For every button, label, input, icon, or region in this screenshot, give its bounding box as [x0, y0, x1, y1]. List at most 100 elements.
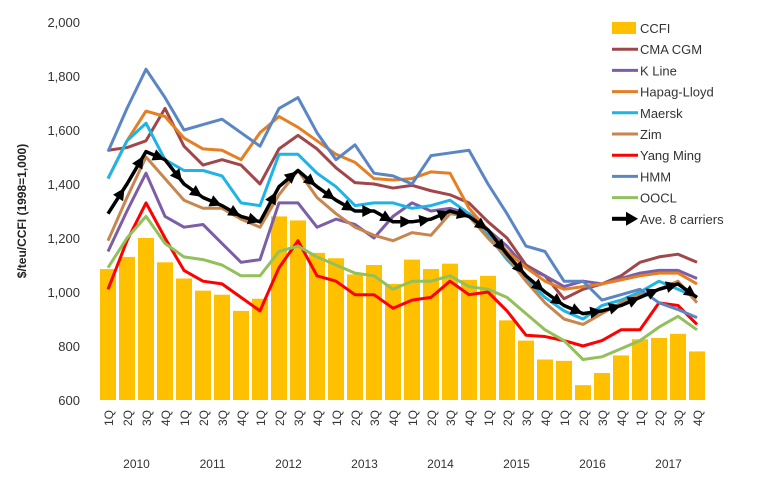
- arrow-marker: [321, 187, 336, 200]
- arrow-marker: [589, 306, 603, 319]
- arrow-marker: [418, 214, 432, 227]
- series-line-zim: [106, 155, 699, 326]
- legend-label: OOCL: [640, 191, 677, 206]
- legend-label: CMA CGM: [640, 42, 702, 57]
- y-tick-label: 800: [58, 339, 80, 354]
- legend-label: K Line: [640, 63, 677, 78]
- arrow-marker: [208, 195, 222, 207]
- x-tick-label: 4Q: [159, 410, 173, 426]
- ccfi-bar: [347, 274, 363, 400]
- ccfi-bar: [138, 238, 154, 400]
- ccfi-bar: [442, 263, 458, 400]
- arrow-marker: [569, 303, 583, 315]
- arrow-marker: [379, 210, 393, 222]
- y-axis-label: $/teu/CCFI (1998=1,000): [15, 144, 29, 278]
- arrow-marker: [151, 149, 165, 161]
- ccfi-bar: [556, 360, 572, 400]
- arrow-marker: [132, 156, 144, 170]
- x-tick-label: 1Q: [406, 410, 420, 426]
- arrow-marker: [682, 284, 697, 297]
- x-tick-label: 1Q: [634, 410, 648, 426]
- legend-swatch: [612, 22, 636, 34]
- ccfi-bar: [651, 337, 667, 400]
- ccfi-bar: [309, 252, 325, 400]
- x-tick-label: 3Q: [672, 410, 686, 426]
- x-tick-label: 3Q: [596, 410, 610, 426]
- ccfi-bar: [195, 290, 211, 400]
- series-line-oocl: [106, 214, 698, 361]
- x-tick-label: 2Q: [197, 410, 211, 426]
- arrow-marker: [302, 173, 316, 186]
- arrow-marker: [227, 204, 241, 217]
- ccfi-bar: [385, 283, 401, 400]
- ccfi-bar: [613, 355, 629, 400]
- ccfi-bar: [290, 220, 306, 400]
- arrow-marker: [246, 212, 261, 225]
- ccfi-bar: [176, 278, 192, 400]
- x-tick-label: 4Q: [463, 410, 477, 426]
- x-tick-label: 4Q: [691, 410, 705, 426]
- x-tick-label: 1Q: [102, 410, 116, 426]
- arrow-marker: [455, 207, 470, 219]
- year-label: 2015: [503, 457, 530, 471]
- arrow-marker: [607, 302, 622, 315]
- y-axis: 600 800 1,000 1,200 1,400 1,600 1,800 2,000: [47, 15, 80, 408]
- x-tick-label: 2Q: [577, 410, 591, 426]
- ccfi-bar: [689, 351, 705, 400]
- ccfi-bar: [214, 294, 230, 400]
- arrow-marker: [492, 238, 505, 252]
- arrow-marker: [265, 191, 277, 206]
- y-tick-label: 1,000: [47, 285, 80, 300]
- x-tick-label: 3Q: [140, 410, 154, 426]
- arrow-marker: [283, 171, 297, 184]
- ccfi-bar: [594, 373, 610, 400]
- ccfi-bar: [271, 216, 287, 400]
- arrow-marker: [626, 296, 640, 308]
- arrow-marker: [169, 168, 182, 182]
- series-line-yang-ming: [106, 201, 699, 348]
- series-line-ave-8-carriers: [106, 149, 699, 316]
- ccfi-bar: [328, 258, 344, 400]
- ccfi-bar: [423, 269, 439, 400]
- ccfi-bar: [252, 298, 268, 400]
- legend-label: Ave. 8 carriers: [640, 212, 724, 227]
- ccfi-bar: [100, 269, 116, 400]
- ccfi-bars: [100, 216, 705, 400]
- legend-label: Maersk: [640, 106, 683, 121]
- carrier-lines: [106, 67, 699, 361]
- arrow-marker: [113, 187, 125, 202]
- x-tick-label: 4Q: [387, 410, 401, 426]
- x-tick-label: 4Q: [235, 410, 249, 426]
- series-line-hmm: [106, 67, 698, 320]
- year-label: 2017: [655, 457, 682, 471]
- x-tick-label: 1Q: [558, 410, 572, 426]
- x-tick-label: 4Q: [539, 410, 553, 426]
- legend-label: Yang Ming: [640, 148, 701, 163]
- x-tick-label: 3Q: [444, 410, 458, 426]
- x-tick-label: 2Q: [273, 410, 287, 426]
- arrow-marker: [400, 215, 413, 228]
- arrow-marker: [664, 281, 679, 293]
- y-tick-label: 600: [58, 393, 80, 408]
- x-tick-label: 2Q: [425, 410, 439, 426]
- year-label: 2012: [275, 457, 302, 471]
- arrow-marker: [645, 288, 659, 300]
- year-label: 2010: [123, 457, 150, 471]
- legend-label: Hapag-Lloyd: [640, 85, 714, 100]
- ccfi-bar: [537, 359, 553, 400]
- y-tick-label: 1,800: [47, 69, 80, 84]
- x-tick-label: 1Q: [330, 410, 344, 426]
- series-line-maersk: [106, 121, 698, 321]
- x-axis: 1Q 2Q 3Q 4Q 1Q 2Q 3Q 4Q 1Q 2Q 3Q 4Q 1Q 2Q 3Q 4Q 1Q 2Q 3Q 4Q…: [102, 410, 705, 471]
- ccfi-bar: [366, 265, 382, 400]
- y-tick-label: 1,600: [47, 123, 80, 138]
- x-tick-label: 2Q: [653, 410, 667, 426]
- x-tick-label: 3Q: [520, 410, 534, 426]
- x-tick-label: 3Q: [292, 410, 306, 426]
- x-tick-label: 2Q: [501, 410, 515, 426]
- ccfi-bar: [632, 339, 648, 400]
- y-tick-label: 1,400: [47, 177, 80, 192]
- y-tick-label: 2,000: [47, 15, 80, 30]
- year-label: 2013: [351, 457, 378, 471]
